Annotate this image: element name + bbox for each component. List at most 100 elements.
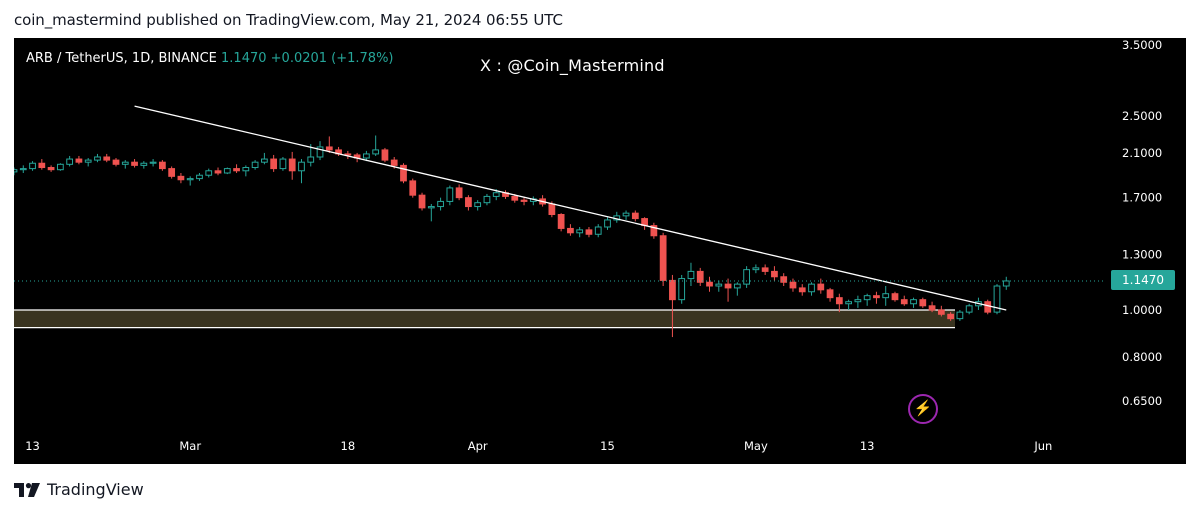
candle[interactable] [752,264,760,274]
candle[interactable] [715,280,723,292]
chart-svg[interactable]: 3.5000 2.5000 2.1000 1.7000 1.3000 1.0000 0.80… [14,38,1186,464]
candle[interactable] [47,165,55,172]
candle[interactable] [863,293,871,306]
candle[interactable] [947,312,954,321]
candle[interactable] [251,160,259,170]
descending-trendline[interactable] [134,105,1007,311]
candle[interactable] [789,278,797,292]
candle[interactable] [400,163,407,184]
candle[interactable] [223,167,231,175]
candle[interactable] [75,155,83,165]
candle[interactable] [845,299,852,310]
candle[interactable] [298,159,305,184]
tradingview-logo-icon[interactable] [14,482,40,497]
candle[interactable] [437,197,444,211]
candle[interactable] [567,224,574,236]
candle[interactable] [891,291,899,302]
candle[interactable] [363,150,370,162]
candle[interactable] [937,305,945,317]
candle[interactable] [817,278,825,294]
candle[interactable] [38,159,46,170]
candle[interactable] [214,167,222,176]
candle[interactable] [761,264,769,275]
candle[interactable] [140,161,148,169]
candle[interactable] [427,203,435,222]
candle[interactable] [316,141,324,161]
candle[interactable] [557,213,565,232]
candle[interactable] [270,154,278,172]
candle[interactable] [455,184,463,201]
candle[interactable] [798,284,806,296]
candle[interactable] [873,291,880,304]
candle[interactable] [94,153,101,163]
candle[interactable] [696,267,704,287]
candle[interactable] [956,310,964,321]
candle[interactable] [372,135,380,156]
candle[interactable] [659,232,667,287]
candle[interactable] [242,165,250,177]
candle[interactable] [631,210,639,222]
candle[interactable] [984,299,992,315]
candle[interactable] [585,226,593,238]
candle[interactable] [854,295,862,308]
candle[interactable] [483,193,491,206]
candle[interactable] [446,185,454,206]
candle[interactable] [669,274,676,338]
candle[interactable] [325,136,333,153]
candle[interactable] [381,147,389,163]
candle[interactable] [465,195,472,211]
candle[interactable] [724,278,732,302]
candle[interactable] [576,226,584,238]
candle[interactable] [919,297,927,308]
candle[interactable] [131,159,138,168]
candle[interactable] [149,159,157,167]
candle[interactable] [900,295,908,306]
candle[interactable] [733,282,741,296]
candle[interactable] [613,211,621,223]
candle[interactable] [205,168,213,178]
candle[interactable] [910,297,917,308]
candle[interactable] [594,224,602,238]
candle[interactable] [650,222,658,239]
candle[interactable] [706,276,713,292]
candle[interactable] [14,167,18,176]
candle[interactable] [520,197,528,206]
candle[interactable] [529,196,537,206]
candle[interactable] [882,286,890,306]
candle[interactable] [233,164,240,173]
candle[interactable] [177,172,185,184]
candle[interactable] [66,155,74,167]
candle[interactable] [84,158,92,167]
candle[interactable] [771,266,778,281]
candle[interactable] [121,160,129,169]
candle[interactable] [261,152,268,165]
candle[interactable] [622,210,630,220]
candle[interactable] [780,273,788,287]
candle[interactable] [604,217,611,230]
support-zone[interactable] [14,310,955,328]
candle[interactable] [993,284,1001,315]
candle[interactable] [474,200,482,211]
candle[interactable] [835,293,843,313]
candle[interactable] [56,163,64,171]
candle[interactable] [344,150,352,160]
candle[interactable] [965,303,973,315]
candle[interactable] [641,217,648,230]
candle[interactable] [279,156,287,171]
candle[interactable] [196,172,203,181]
candle[interactable] [678,274,686,304]
candle[interactable] [112,158,120,167]
candle[interactable] [186,176,194,186]
footer-brand[interactable]: TradingView [47,480,144,499]
candle[interactable] [19,165,27,173]
candle[interactable] [1002,276,1010,290]
candle[interactable] [418,192,426,211]
candle[interactable] [502,190,509,199]
candle[interactable] [29,161,36,171]
candle[interactable] [409,178,417,198]
candle[interactable] [808,282,815,296]
price-chart[interactable]: 3.5000 2.5000 2.1000 1.7000 1.3000 1.0000 0.80… [14,38,1186,464]
candle[interactable] [928,301,936,313]
candle[interactable] [743,266,750,288]
lightning-bolt-icon[interactable]: ⚡ [908,394,938,424]
